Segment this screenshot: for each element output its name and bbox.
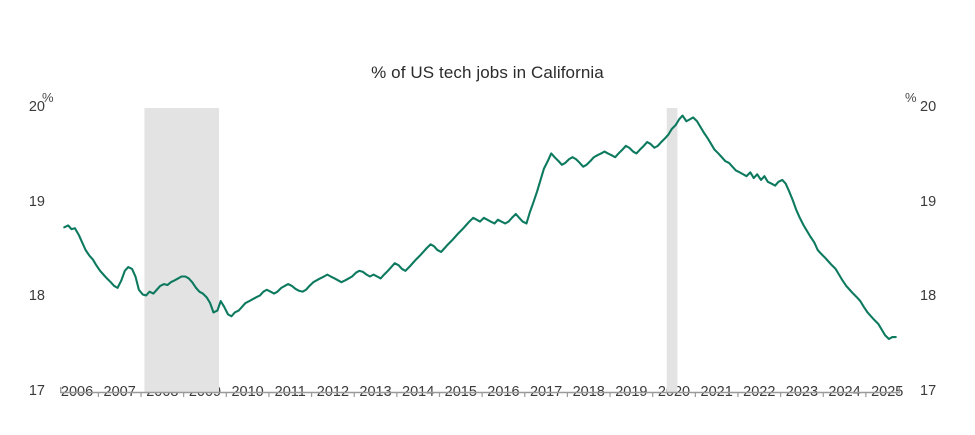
shaded-region-recession-2008 — [144, 108, 220, 392]
page-title: % of US tech jobs in California — [371, 63, 604, 82]
shaded-region-recession-2020 — [666, 108, 678, 392]
y-axis-unit-left: % — [42, 90, 54, 105]
y-axis-tick-label-right: 20 — [920, 99, 937, 115]
y-axis-unit-right: % — [905, 90, 917, 105]
data-line-series — [63, 114, 897, 341]
y-axis-tick-label-right: 18 — [920, 288, 937, 305]
y-axis-tick-label-left: 19 — [28, 193, 45, 210]
y-axis-tick-label-right: 17 — [920, 383, 937, 399]
y-axis-tick-label-left: 18 — [28, 288, 45, 305]
y-axis-tick-label-right: 19 — [920, 193, 937, 210]
y-axis-tick-label-left: 20 — [28, 99, 45, 115]
plot-area — [60, 108, 900, 397]
chart-svg — [60, 108, 900, 397]
y-axis-tick-label-left: 17 — [28, 383, 45, 399]
